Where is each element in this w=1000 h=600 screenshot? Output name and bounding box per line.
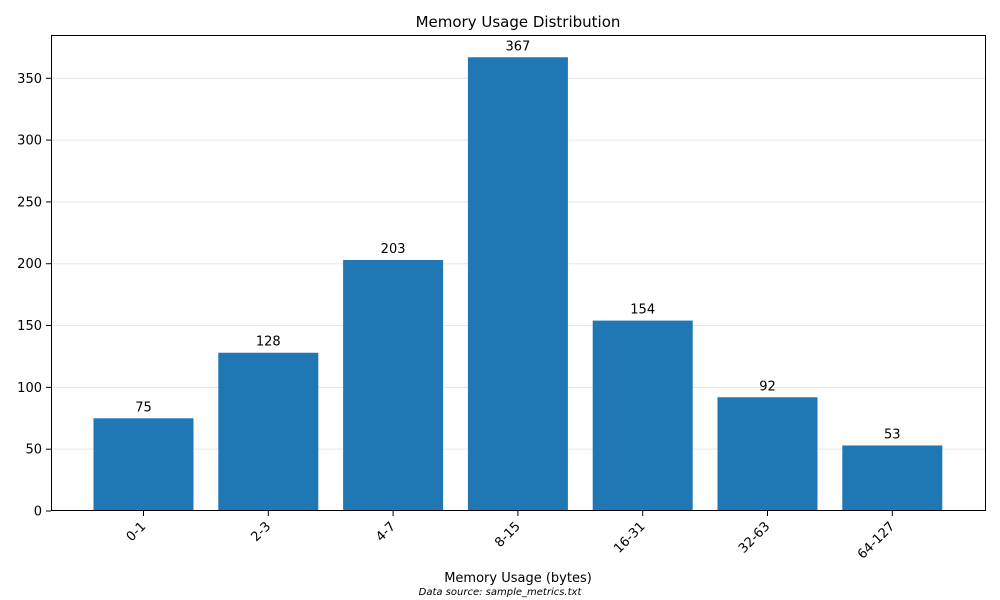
y-tick-label: 50: [25, 443, 42, 458]
bar: [343, 260, 444, 511]
bar: [218, 352, 319, 511]
y-tick-label: 200: [17, 257, 42, 272]
bar-value-label: 53: [884, 427, 901, 442]
bar-value-label: 154: [630, 303, 655, 318]
bar: [93, 418, 194, 511]
y-axis-ticks: 0 50 100 150 200 250 300 350: [17, 72, 51, 520]
bar-value-label: 92: [759, 379, 776, 394]
bar: [842, 445, 943, 511]
y-tick-label: 0: [34, 505, 42, 520]
bar: [717, 397, 818, 511]
y-tick-label: 250: [17, 195, 42, 210]
y-tick-label: 100: [17, 381, 42, 396]
y-tick-label: 150: [17, 319, 42, 334]
chart-title: Memory Usage Distribution: [416, 13, 621, 31]
x-axis-label: Memory Usage (bytes): [444, 571, 592, 586]
data-source-note: Data source: sample_metrics.txt: [419, 587, 583, 598]
bar-value-label: 203: [381, 242, 406, 257]
bar-value-label: 128: [256, 335, 281, 350]
plot-frame: [51, 35, 986, 511]
bar-value-label: 367: [505, 39, 530, 54]
y-tick-label: 350: [17, 72, 42, 87]
y-tick-label: 300: [17, 134, 42, 149]
data-labels: 75 128 203 367 154 92 53: [135, 39, 900, 442]
bar-value-label: 75: [135, 400, 152, 415]
bar: [592, 320, 693, 511]
bar: [467, 57, 568, 511]
bars: [93, 57, 943, 511]
